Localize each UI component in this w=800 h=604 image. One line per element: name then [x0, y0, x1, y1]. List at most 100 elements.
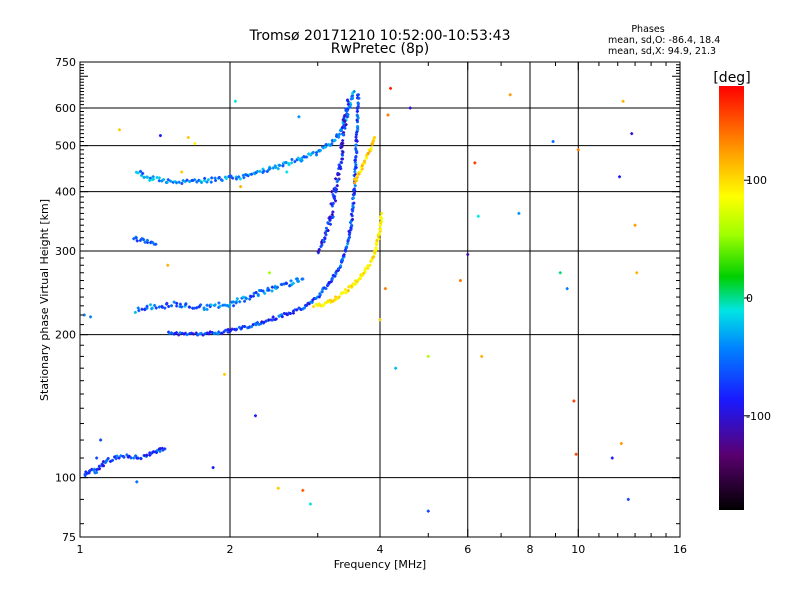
x-tick-label: 4	[377, 543, 384, 556]
trace-point-f-high-o	[250, 172, 254, 176]
trace-point-e-layer	[155, 448, 159, 452]
trace-point-f-lower-branch	[167, 304, 171, 308]
trace-point-f-low-o	[196, 333, 200, 337]
trace-point-f-x	[312, 305, 316, 309]
scatter-point	[508, 93, 512, 97]
scatter-point	[253, 414, 257, 418]
trace-point-f-low-o	[353, 158, 357, 162]
trace-point-f-mid	[343, 114, 347, 118]
scatter-point	[386, 113, 390, 117]
trace-point-e-layer	[102, 460, 106, 464]
trace-point-f-low-o	[222, 330, 226, 334]
trace-point-f-upper-x	[366, 151, 370, 155]
trace-point-f-lower-branch	[149, 303, 153, 307]
scatter-point	[618, 175, 622, 179]
trace-point-f-upper-x	[358, 170, 362, 174]
trace-point-f-lower-branch	[187, 305, 191, 309]
scatter-point	[301, 488, 305, 492]
scatter-point	[378, 318, 382, 322]
trace-point-f-mid-branch	[134, 236, 138, 240]
y-tick-label: 75	[62, 531, 76, 544]
trace-point-f-x	[380, 211, 384, 215]
trace-point-f-high-o	[348, 101, 352, 105]
trace-point-f-x	[344, 291, 348, 295]
trace-point-f-lower-branch	[285, 281, 289, 285]
trace-point-f-lower-branch	[248, 297, 252, 301]
trace-point-f-high-o	[261, 167, 265, 171]
trace-point-f-upper-x	[370, 142, 374, 146]
scatter-point	[223, 372, 227, 376]
trace-point-f-low-o	[324, 287, 328, 291]
trace-point-e-layer	[158, 449, 162, 453]
trace-point-f-high-o	[195, 180, 199, 184]
trace-point-f-lower-branch	[301, 277, 305, 281]
trace-point-f-mid	[345, 109, 349, 113]
trace-point-f-mid	[334, 177, 338, 181]
trace-point-f-mid	[317, 248, 321, 252]
trace-point-f-mid	[340, 141, 344, 145]
trace-point-f-high-o	[180, 182, 184, 186]
trace-point-f-mid	[331, 215, 335, 219]
trace-point-f-high-o	[206, 178, 210, 182]
trace-point-f-lower-branch	[256, 292, 260, 296]
trace-point-f-high-o	[262, 169, 266, 173]
trace-point-e-layer	[95, 470, 99, 474]
stats-line-o: mean, sd,O: -86.4, 18.4	[608, 35, 720, 46]
trace-point-f-mid	[341, 133, 345, 137]
trace-point-f-high-o	[166, 178, 170, 182]
trace-point-f-high-o	[181, 179, 185, 183]
trace-point-f-mid	[341, 150, 345, 154]
trace-point-f-high-o	[210, 176, 214, 180]
trace-point-f-low-o	[250, 325, 254, 329]
trace-point-f-x	[372, 255, 376, 259]
trace-point-f-low-o	[279, 313, 283, 317]
trace-point-f-lower-branch	[291, 281, 295, 285]
trace-point-f-low-o	[330, 276, 334, 280]
trace-point-f-low-o	[277, 314, 281, 318]
stats-line-x: mean, sd,X: 94.9, 21.3	[608, 46, 716, 57]
trace-point-f-mid	[324, 226, 328, 230]
scatter-point	[276, 486, 280, 490]
colorbar-tick-label: 100	[746, 174, 767, 187]
trace-point-f-low-o	[340, 257, 344, 261]
trace-point-f-low-o	[288, 312, 292, 316]
trace-point-f-lower-branch	[267, 288, 271, 292]
scatter-point	[394, 366, 398, 370]
scatter-point	[158, 134, 162, 138]
trace-point-f-low-o	[271, 315, 275, 319]
trace-point-f-x	[332, 298, 336, 302]
trace-point-f-low-o	[255, 321, 259, 325]
trace-point-f-high-o	[300, 156, 304, 160]
trace-point-f-high-o	[177, 180, 181, 184]
trace-point-f-lower-branch	[154, 306, 158, 310]
trace-point-e-layer	[106, 456, 110, 460]
trace-point-f-low-o	[194, 331, 198, 335]
trace-point-f-low-o	[226, 328, 230, 332]
trace-point-f-x	[374, 246, 378, 250]
trace-point-f-upper-x	[353, 181, 357, 185]
trace-point-f-high-o	[139, 173, 143, 177]
trace-point-f-high-o	[141, 171, 145, 175]
scatter-point	[635, 271, 639, 275]
y-tick-label: 100	[55, 472, 76, 485]
grid-lines	[80, 62, 680, 537]
trace-point-f-mid	[326, 221, 330, 225]
trace-point-f-low-o	[177, 333, 181, 337]
trace-point-f-lower-branch	[150, 306, 154, 310]
trace-point-f-x	[378, 227, 382, 231]
scatter-point	[330, 190, 334, 194]
x-tick-label: 1	[77, 543, 84, 556]
trace-point-f-lower-branch	[289, 279, 293, 283]
trace-point-f-high-o	[234, 177, 238, 181]
scatter-point	[558, 271, 562, 275]
trace-point-e-layer	[88, 469, 92, 473]
x-tick-label: 16	[673, 543, 687, 556]
trace-point-f-low-o	[191, 332, 195, 336]
trace-point-f-mid	[342, 124, 346, 128]
colorbar-label: [deg]	[713, 70, 750, 86]
trace-point-f-mid	[343, 119, 347, 123]
trace-point-f-high-o	[255, 169, 259, 173]
trace-point-f-low-o	[199, 331, 203, 335]
trace-point-f-mid	[336, 178, 340, 182]
